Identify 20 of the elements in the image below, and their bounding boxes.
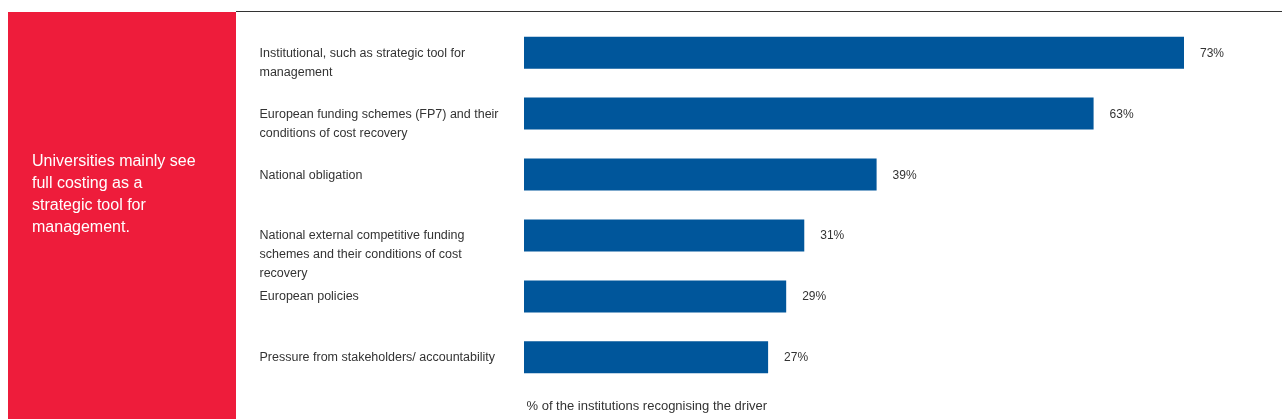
data-label: 31% — [820, 228, 845, 243]
bar — [524, 97, 1094, 130]
x-axis-title: % of the institutions recognising the driver — [526, 397, 768, 413]
y-tick-label: Institutional, such as strategic tool for management — [259, 45, 466, 79]
data-label: 63% — [1109, 106, 1134, 121]
bar — [524, 280, 787, 313]
text: Universities mainly see full costing as a strategic tool for management. — [32, 151, 197, 237]
y-tick-label: European funding schemes (FP7) and their conditions of cost recovery — [259, 106, 499, 140]
bar — [524, 36, 1184, 69]
bar — [524, 158, 877, 191]
data-label: 27% — [784, 350, 809, 365]
data-label: 73% — [1200, 45, 1225, 60]
bar — [524, 219, 805, 252]
y-tick-label: Pressure from stakeholders/ accountability — [259, 350, 496, 365]
y-tick-label: European policies — [259, 289, 359, 304]
y-tick-label: National obligation — [259, 167, 363, 182]
bar — [524, 341, 769, 374]
data-label: 29% — [802, 289, 827, 304]
data-label: 39% — [892, 167, 917, 182]
y-tick-label: National external competitive funding schemes and their conditions of cost recovery — [259, 228, 465, 281]
